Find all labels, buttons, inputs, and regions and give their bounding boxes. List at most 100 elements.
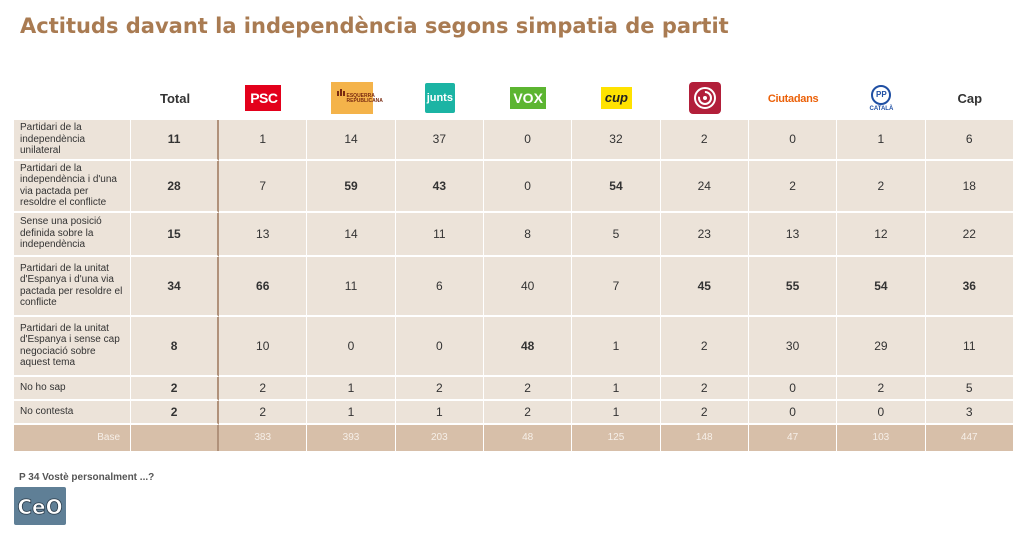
cell-erc: 11 (307, 256, 396, 317)
row-label: Partidari de la unitat d'Espanya i sense… (14, 316, 132, 377)
cell-total: 8 (131, 316, 220, 377)
ceo-logo: CeO (14, 487, 66, 525)
cell-comuns: 45 (660, 256, 749, 317)
cell-erc: 14 (307, 212, 396, 257)
cup-logo: cup (600, 87, 633, 109)
cell-junts: 0 (395, 316, 484, 377)
header-junts: junts (396, 76, 484, 120)
cell-cup: 5 (572, 212, 661, 257)
header-comuns (661, 76, 749, 120)
cell-erc: 1 (307, 376, 396, 401)
pp-logo-sub: CATALÀ (869, 105, 894, 112)
cell-pp: 1 (837, 120, 926, 161)
cell-comuns: 23 (660, 212, 749, 257)
cell-cap: 22 (925, 212, 1014, 257)
cell-total: 11 (131, 120, 220, 161)
cell-erc: 59 (307, 160, 396, 213)
table-body: Partidari de la independència unilateral… (14, 120, 1014, 451)
cell-vox: 40 (483, 256, 573, 317)
table-row: No contesta 2 2 1 1 2 1 2 0 0 3 (14, 400, 1014, 425)
header-erc: ESQUERRA REPUBLICANA (307, 76, 395, 120)
cell-vox: 2 (483, 376, 573, 401)
header-row: Total PSC ESQUERRA REPUBLICANA junts V (14, 76, 1014, 120)
cell-cap: 5 (925, 376, 1014, 401)
cell-pp: 54 (837, 256, 926, 317)
cell-ciutadans: 13 (748, 212, 838, 257)
cell-ciutadans: 2 (748, 160, 838, 213)
cell-ciutadans: 55 (748, 256, 838, 317)
table-row: Partidari de la unitat d'Espanya i sense… (14, 316, 1014, 377)
base-cell-ciutadans: 47 (748, 424, 838, 451)
table-row: No ho sap 2 2 1 2 2 1 2 0 2 5 (14, 376, 1014, 401)
cell-psc: 10 (219, 316, 308, 377)
cell-cap: 3 (925, 400, 1014, 425)
base-cell-vox: 48 (483, 424, 573, 451)
cell-cap: 36 (925, 256, 1014, 317)
base-cell-total (131, 424, 220, 451)
cell-erc: 0 (307, 316, 396, 377)
base-label: Base (14, 424, 132, 451)
base-cell-cap: 447 (925, 424, 1014, 451)
cell-vox: 8 (483, 212, 573, 257)
pp-logo: PP CATALÀ (869, 84, 894, 112)
cell-comuns: 24 (660, 160, 749, 213)
table-row: Partidari de la independència i d'una vi… (14, 160, 1014, 213)
cell-pp: 2 (837, 376, 926, 401)
page-title: Actituds davant la independència segons … (20, 14, 729, 38)
row-label: No contesta (14, 400, 132, 425)
cell-pp: 29 (837, 316, 926, 377)
base-cell-comuns: 148 (660, 424, 749, 451)
erc-logo: ESQUERRA REPUBLICANA (330, 82, 383, 114)
row-label: Partidari de la independència i d'una vi… (14, 160, 132, 213)
cell-cup: 7 (572, 256, 661, 317)
row-label: Partidari de la independència unilateral (14, 120, 132, 161)
cell-cup: 1 (572, 316, 661, 377)
cell-total: 15 (131, 212, 220, 257)
cell-vox: 48 (483, 316, 573, 377)
ciutadans-logo: Ciutadans (767, 93, 819, 106)
cell-vox: 0 (483, 160, 573, 213)
header-psc: PSC (219, 76, 307, 120)
comuns-logo (688, 82, 721, 114)
cell-cap: 18 (925, 160, 1014, 213)
cell-comuns: 2 (660, 376, 749, 401)
cell-psc: 2 (219, 376, 308, 401)
row-label: Partidari de la unitat d'Espanya i d'una… (14, 256, 132, 317)
footnote: P 34 Vostè personalment ...? (19, 472, 155, 483)
cell-comuns: 2 (660, 120, 749, 161)
base-cell-junts: 203 (395, 424, 484, 451)
cell-cup: 32 (572, 120, 661, 161)
header-vox: VOX (484, 76, 572, 120)
table-row: Sense una posició definida sobre la inde… (14, 212, 1014, 257)
cell-ciutadans: 30 (748, 316, 838, 377)
header-total: Total (159, 90, 191, 106)
vox-logo: VOX (510, 87, 546, 109)
cell-psc: 1 (219, 120, 308, 161)
base-cell-cup: 125 (572, 424, 661, 451)
header-blank (14, 76, 131, 120)
junts-logo: junts (424, 83, 455, 113)
cell-erc: 14 (307, 120, 396, 161)
ceo-logo-text: CeO (17, 495, 62, 519)
header-cap: Cap (957, 90, 983, 106)
cell-ciutadans: 0 (748, 400, 838, 425)
table-row: Partidari de la unitat d'Espanya i d'una… (14, 256, 1014, 317)
psc-logo: PSC (245, 85, 282, 111)
results-table: Total PSC ESQUERRA REPUBLICANA junts V (14, 76, 1014, 451)
erc-star-icon (336, 89, 345, 96)
cell-pp: 2 (837, 160, 926, 213)
cell-vox: 2 (483, 400, 573, 425)
erc-logo-text: ESQUERRA REPUBLICANA (346, 93, 383, 104)
base-row: Base 383 393 203 48 125 148 47 103 447 (14, 424, 1014, 451)
cell-cup: 1 (572, 400, 661, 425)
base-cell-pp: 103 (837, 424, 926, 451)
ceo-logo-mark: CeO (17, 495, 63, 520)
header-pp: PP CATALÀ (837, 76, 925, 120)
cell-comuns: 2 (660, 400, 749, 425)
row-label: Sense una posició definida sobre la inde… (14, 212, 132, 257)
cell-pp: 12 (837, 212, 926, 257)
cell-ciutadans: 0 (748, 376, 838, 401)
header-cup: cup (572, 76, 660, 120)
cell-psc: 2 (219, 400, 308, 425)
base-cell-erc: 393 (307, 424, 396, 451)
